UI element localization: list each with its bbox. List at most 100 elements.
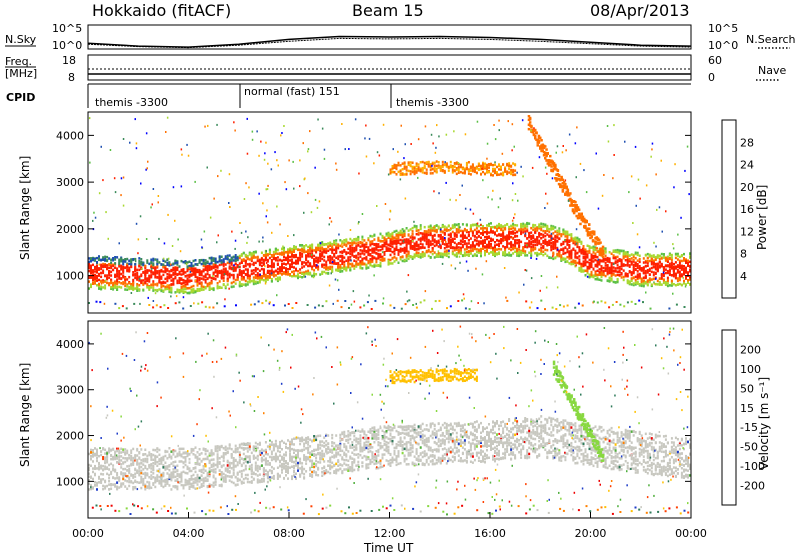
heatmap-cell (445, 226, 448, 229)
heatmap-cell (357, 258, 360, 261)
heatmap-cell (601, 245, 605, 249)
heatmap-cell (94, 278, 96, 281)
heatmap-cell (473, 223, 476, 226)
heatmap-cell (110, 274, 113, 277)
heatmap-cell (459, 163, 462, 167)
heatmap-cell (586, 254, 589, 258)
heatmap-cell (423, 239, 426, 242)
heatmap-cell (486, 235, 488, 239)
heatmap-cell (395, 242, 398, 245)
heatmap-cell (321, 270, 324, 274)
heatmap-cell (166, 116, 169, 119)
heatmap-cell (339, 265, 342, 269)
heatmap-cell (152, 280, 155, 283)
heatmap-cell (232, 277, 235, 280)
heatmap-cell (578, 255, 581, 258)
heatmap-cell (417, 231, 420, 235)
heatmap-cell (108, 263, 111, 266)
heatmap-cell (291, 258, 293, 261)
heatmap-cell (439, 236, 442, 239)
heatmap-cell (132, 286, 135, 289)
heatmap-cell (585, 228, 588, 232)
heatmap-cell (345, 267, 348, 270)
heatmap-cell (343, 243, 346, 246)
heatmap-cell (337, 267, 340, 271)
heatmap-cell (232, 269, 235, 273)
heatmap-cell (592, 274, 595, 277)
heatmap-cell (186, 287, 189, 290)
heatmap-cell (224, 285, 227, 288)
heatmap-cell (90, 265, 92, 268)
heatmap-cell (544, 225, 547, 228)
heatmap-cell (482, 165, 484, 168)
heatmap-cell (112, 281, 115, 285)
heatmap-cell (508, 251, 511, 255)
heatmap-cell (490, 229, 492, 233)
heatmap-cell (689, 278, 691, 281)
heatmap-cell (482, 233, 484, 236)
heatmap-cell (475, 239, 478, 242)
heatmap-cell (279, 278, 281, 281)
heatmap-cell (528, 116, 532, 120)
heatmap-cell (120, 282, 123, 285)
heatmap-cell (538, 239, 541, 243)
heatmap-cell (236, 258, 239, 261)
heatmap-cell (494, 252, 496, 255)
heatmap-cell (208, 274, 211, 277)
heatmap-cell (687, 271, 689, 274)
heatmap-cell (100, 287, 103, 291)
heatmap-cell (347, 261, 350, 265)
heatmap-cell (683, 279, 685, 283)
heatmap-cell (433, 167, 436, 171)
heatmap-cell (492, 231, 494, 234)
heatmap-cell (640, 269, 643, 272)
heatmap-cell (514, 163, 517, 166)
heatmap-cell (415, 248, 418, 251)
heatmap-cell (680, 268, 683, 271)
heatmap-cell (475, 230, 478, 233)
heatmap-cell (335, 246, 338, 250)
heatmap-cell (311, 267, 314, 271)
beam-title: Beam 15 (352, 1, 424, 20)
heatmap-cell (98, 278, 100, 282)
heatmap-cell (208, 275, 211, 278)
heatmap-cell (431, 237, 434, 240)
heatmap-cell (162, 289, 165, 292)
heatmap-cell (564, 257, 567, 261)
heatmap-cell (435, 160, 438, 163)
heatmap-cell (526, 225, 529, 228)
heatmap-cell (636, 274, 639, 278)
heatmap-cell (441, 242, 444, 245)
heatmap-cell (347, 242, 350, 245)
heatmap-cell (427, 161, 430, 164)
heatmap-cell (524, 250, 527, 253)
heatmap-cell (480, 254, 482, 258)
heatmap-cell (250, 254, 253, 257)
heatmap-cell (411, 232, 414, 236)
heatmap-cell (325, 251, 328, 254)
heatmap-cell (620, 267, 623, 271)
heatmap-cell (281, 264, 283, 268)
heatmap-cell (539, 147, 542, 150)
heatmap-cell (184, 281, 187, 284)
heatmap-cell (328, 284, 331, 287)
heatmap-cell (510, 172, 513, 176)
freq-tick-bottom: 8 (68, 71, 75, 84)
heatmap-cell (482, 241, 484, 245)
heatmap-cell (504, 237, 507, 240)
heatmap-cell (585, 191, 588, 194)
heatmap-cell (96, 268, 98, 271)
heatmap-cell (391, 235, 394, 239)
heatmap-cell (636, 233, 639, 236)
heatmap-cell (670, 258, 673, 262)
heatmap-cell (580, 264, 583, 267)
heatmap-cell (427, 244, 430, 248)
heatmap-cell (596, 237, 600, 240)
heatmap-cell (544, 231, 547, 234)
heatmap-cell (560, 248, 563, 251)
heatmap-cell (477, 162, 480, 165)
heatmap-cell (321, 246, 324, 249)
heatmap-cell (457, 165, 460, 169)
heatmap-cell (309, 244, 312, 247)
heatmap-cell (616, 250, 619, 254)
